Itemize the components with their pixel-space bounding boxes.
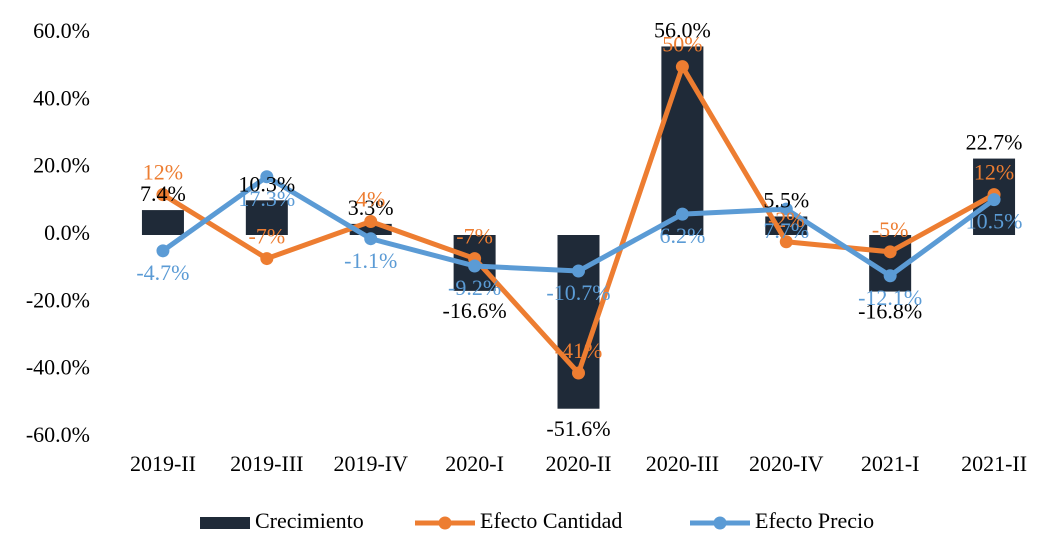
value-label: -1.1% [344, 248, 397, 273]
marker [364, 232, 378, 246]
value-label: 10.5% [966, 209, 1023, 234]
x-tick-label: 2021-II [961, 451, 1027, 476]
value-label: -5% [872, 217, 909, 242]
value-label: 50% [662, 32, 702, 57]
marker [883, 269, 897, 283]
legend-swatch [438, 516, 452, 530]
x-tick-label: 2020-III [646, 451, 719, 476]
marker [260, 252, 274, 266]
y-tick-label: 0.0% [44, 220, 90, 245]
value-label: -9.2% [448, 275, 501, 300]
legend-swatch [713, 516, 727, 530]
value-label: 12% [974, 160, 1014, 185]
value-label: -12.1% [858, 285, 922, 310]
value-label: 12% [143, 160, 183, 185]
marker [572, 264, 585, 278]
bar [141, 210, 184, 235]
legend-label: Efecto Cantidad [480, 508, 622, 533]
marker [883, 245, 897, 259]
marker [675, 207, 689, 221]
legend-swatch [200, 517, 250, 529]
value-label: -2% [768, 207, 805, 232]
legend-label: Efecto Precio [755, 508, 874, 533]
legend-label: Crecimiento [255, 508, 364, 533]
x-tick-label: 2019-III [230, 451, 303, 476]
value-label: 3.3% [348, 195, 394, 220]
value-label: 56.0% [654, 18, 711, 43]
x-tick-label: 2020-I [445, 451, 504, 476]
value-label: -4.7% [136, 260, 189, 285]
x-tick-label: 2019-IV [333, 451, 408, 476]
x-tick-label: 2020-IV [749, 451, 824, 476]
x-tick-label: 2019-II [130, 451, 196, 476]
y-tick-label: -40.0% [26, 355, 90, 380]
value-label: -7% [456, 224, 493, 249]
value-label: 7.7% [763, 218, 809, 243]
value-label: -7% [249, 224, 286, 249]
value-label: 10.3% [238, 171, 295, 196]
value-label: -16.6% [443, 298, 507, 323]
x-tick-label: 2020-II [546, 451, 612, 476]
value-label: 4% [356, 187, 385, 212]
y-tick-label: -20.0% [26, 287, 90, 312]
marker [779, 235, 793, 249]
x-tick-label: 2021-I [861, 451, 920, 476]
value-label: 22.7% [966, 130, 1023, 155]
value-label: 7.4% [140, 181, 186, 206]
y-tick-label: -60.0% [26, 422, 90, 447]
y-tick-label: 60.0% [33, 18, 90, 43]
marker [468, 259, 482, 273]
value-label: -41% [555, 338, 603, 363]
value-label: 5.5% [763, 188, 809, 213]
value-label: -16.8% [858, 299, 922, 324]
bar [245, 200, 288, 235]
bar [661, 46, 704, 235]
bar [349, 223, 392, 235]
marker [156, 188, 170, 202]
marker [987, 193, 1001, 207]
marker [572, 366, 585, 380]
value-label: 6.2% [659, 223, 705, 248]
value-label: -10.7% [546, 280, 610, 305]
marker [675, 60, 689, 74]
y-tick-label: 40.0% [33, 85, 90, 110]
value-label: -51.6% [546, 416, 610, 441]
marker [364, 215, 378, 229]
value-label: 17.3% [238, 186, 295, 211]
marker [260, 170, 274, 184]
y-tick-label: 20.0% [33, 153, 90, 178]
marker [779, 202, 793, 216]
marker [156, 244, 170, 258]
